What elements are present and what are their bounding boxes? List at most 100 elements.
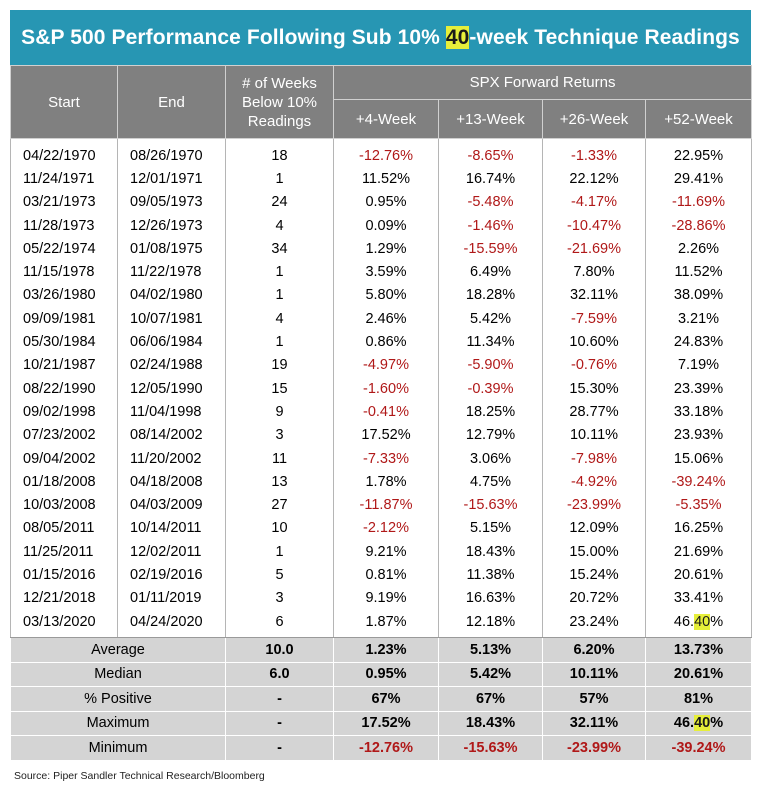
table-row: 01/15/2016 02/19/2016 5 0.81% 11.38% 15.24% 20… — [10, 563, 753, 587]
cell-end: 11/20/2002 — [117, 446, 226, 471]
highlight-mark: 40 — [694, 715, 711, 732]
cell-w13: -1.46% — [438, 213, 543, 238]
cell-start: 09/09/1981 — [10, 307, 118, 331]
cell-w52: 20.61% — [644, 563, 753, 587]
cell-w13: 16.63% — [438, 586, 543, 610]
cell-w4: 11.52% — [333, 167, 439, 191]
table-row: 03/21/1973 09/05/1973 24 0.95% -5.48% -4.17% -… — [10, 190, 753, 214]
cell-w52: 11.52% — [644, 260, 753, 284]
summary-w13: -15.63% — [438, 735, 543, 761]
cell-w52: 46.40% — [644, 609, 753, 639]
cell-w13: 12.79% — [438, 423, 543, 447]
summary-w13: 5.42% — [438, 661, 543, 688]
cell-end: 08/26/1970 — [117, 138, 226, 168]
cell-w13: 3.06% — [438, 446, 543, 471]
cell-w4: 0.95% — [333, 190, 439, 214]
summary-w4: -12.76% — [333, 735, 439, 761]
cell-weeks: 18 — [225, 138, 334, 168]
summary-label: Maximum — [10, 710, 226, 737]
cell-w13: -15.59% — [438, 237, 543, 261]
table-row: 08/22/1990 12/05/1990 15 -1.60% -0.39% 15.30%… — [10, 376, 753, 401]
cell-w52: 29.41% — [644, 167, 753, 191]
summary-label: Average — [10, 637, 226, 663]
cell-w13: 18.25% — [438, 400, 543, 424]
cell-start: 11/28/1973 — [10, 213, 118, 238]
summary-w4: 17.52% — [333, 710, 439, 737]
table-row: 05/30/1984 06/06/1984 1 0.86% 11.34% 10.60% 24… — [10, 330, 753, 354]
cell-w52: 3.21% — [644, 307, 753, 331]
cell-w26: 10.11% — [542, 423, 646, 447]
cell-w13: -0.39% — [438, 376, 543, 401]
cell-w52: 7.19% — [644, 353, 753, 377]
summary-label: % Positive — [10, 686, 226, 712]
cell-w26: 15.30% — [542, 376, 646, 401]
cell-end: 10/14/2011 — [117, 516, 226, 541]
cell-w4: -2.12% — [333, 516, 439, 541]
cell-end: 08/14/2002 — [117, 423, 226, 447]
table-row: 08/05/2011 10/14/2011 10 -2.12% 5.15% 12.09% 1… — [10, 516, 753, 541]
cell-w4: -4.97% — [333, 353, 439, 377]
cell-w13: 12.18% — [438, 609, 543, 639]
summary-weeks: - — [225, 710, 334, 737]
cell-w13: 18.43% — [438, 540, 543, 564]
cell-start: 05/30/1984 — [10, 330, 118, 354]
cell-end: 04/03/2009 — [117, 493, 226, 517]
summary-w4: 67% — [333, 686, 439, 712]
summary-row: Average 10.0 1.23% 5.13% 6.20% 13.73% — [10, 637, 753, 663]
cell-w26: -4.92% — [542, 470, 646, 494]
cell-w26: 7.80% — [542, 260, 646, 284]
summary-row: Minimum - -12.76% -15.63% -23.99% -39.24% — [10, 735, 753, 761]
cell-w13: 6.49% — [438, 260, 543, 284]
header-spx-forward-returns: SPX Forward Returns — [332, 65, 753, 100]
table-header: Start End # of Weeks Below 10% Readings … — [10, 65, 753, 139]
cell-start: 08/22/1990 — [10, 376, 118, 401]
cell-w13: 5.42% — [438, 307, 543, 331]
cell-w26: 15.24% — [542, 563, 646, 587]
cell-weeks: 5 — [225, 563, 334, 587]
cell-w26: 12.09% — [542, 516, 646, 541]
cell-end: 06/06/1984 — [117, 330, 226, 354]
table-row: 10/21/1987 02/24/1988 19 -4.97% -5.90% -0.76%… — [10, 353, 753, 377]
cell-w4: 1.29% — [333, 237, 439, 261]
cell-end: 04/18/2008 — [117, 470, 226, 494]
cell-end: 12/26/1973 — [117, 213, 226, 238]
cell-w52: 33.18% — [644, 400, 753, 424]
summary-w52: 13.73% — [644, 637, 753, 663]
header-end: End — [117, 65, 226, 139]
report-table-frame: S&P 500 Performance Following Sub 10% 40… — [10, 10, 753, 761]
cell-end: 02/24/1988 — [117, 353, 226, 377]
header-weeks-line: Below 10% — [241, 93, 318, 111]
header-weeks: # of Weeks Below 10% Readings — [225, 65, 334, 139]
title-before: S&P 500 Performance Following Sub 10% — [21, 26, 446, 49]
cell-start: 03/21/1973 — [10, 190, 118, 214]
header-weeks-line: Readings — [247, 112, 312, 130]
cell-w26: 23.24% — [542, 609, 646, 639]
summary-w26: 10.11% — [542, 661, 646, 688]
cell-weeks: 4 — [225, 213, 334, 238]
summary-section: Average 10.0 1.23% 5.13% 6.20% 13.73% Median 6.… — [10, 637, 753, 761]
cell-w4: 0.09% — [333, 213, 439, 238]
cell-w26: -7.98% — [542, 446, 646, 471]
cell-w26: 10.60% — [542, 330, 646, 354]
cell-w4: 9.21% — [333, 540, 439, 564]
cell-w4: 9.19% — [333, 586, 439, 610]
cell-weeks: 3 — [225, 586, 334, 610]
header-4-week: +4-Week — [333, 99, 439, 139]
table-row: 03/13/2020 04/24/2020 6 1.87% 12.18% 23.24% 46… — [10, 609, 753, 639]
cell-weeks: 3 — [225, 423, 334, 447]
cell-start: 03/26/1980 — [10, 283, 118, 308]
cell-end: 12/05/1990 — [117, 376, 226, 401]
summary-label: Median — [10, 661, 226, 688]
cell-w13: 18.28% — [438, 283, 543, 308]
cell-w4: 1.87% — [333, 609, 439, 639]
table-row: 11/24/1971 12/01/1971 1 11.52% 16.74% 22.12% 2… — [10, 167, 753, 191]
cell-w4: 0.81% — [333, 563, 439, 587]
table-row: 01/18/2008 04/18/2008 13 1.78% 4.75% -4.92% -3… — [10, 470, 753, 494]
header-start: Start — [10, 65, 118, 139]
table-row: 11/15/1978 11/22/1978 1 3.59% 6.49% 7.80% 11.5… — [10, 260, 753, 284]
cell-end: 01/11/2019 — [117, 586, 226, 610]
cell-w26: -0.76% — [542, 353, 646, 377]
cell-w4: 3.59% — [333, 260, 439, 284]
cell-start: 09/04/2002 — [10, 446, 118, 471]
cell-w4: 1.78% — [333, 470, 439, 494]
